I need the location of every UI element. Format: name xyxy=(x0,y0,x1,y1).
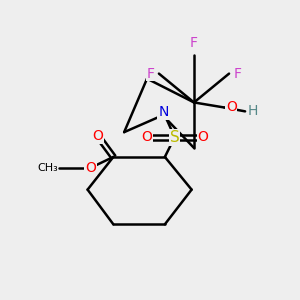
Text: O: O xyxy=(141,130,152,144)
Text: S: S xyxy=(170,130,179,145)
Text: CH₃: CH₃ xyxy=(37,163,58,173)
Text: F: F xyxy=(190,36,198,50)
Text: O: O xyxy=(226,100,237,115)
Text: F: F xyxy=(146,67,154,81)
Text: O: O xyxy=(197,130,208,144)
Text: H: H xyxy=(248,104,259,118)
Text: O: O xyxy=(92,129,104,143)
Text: N: N xyxy=(158,105,169,119)
Text: F: F xyxy=(233,67,242,81)
Text: O: O xyxy=(85,161,96,175)
